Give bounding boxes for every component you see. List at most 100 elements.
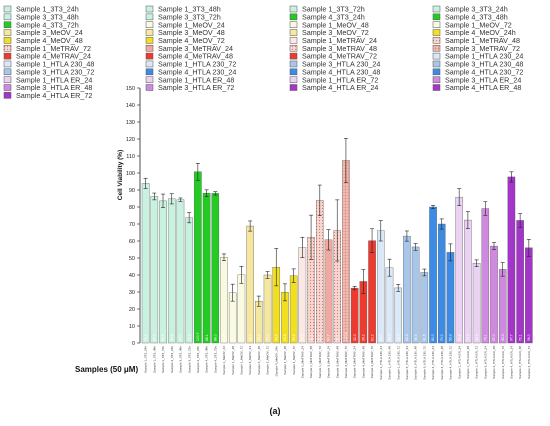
legend-swatch — [432, 29, 441, 36]
legend-label: Sample 3_3T3_72h — [158, 12, 221, 21]
legend: Sample 1_3T3_24h Sample 1_3T3_48h Sample 1… — [3, 5, 523, 100]
bar-group: 39.6 — [289, 268, 298, 344]
bar-group: 66.0 — [376, 220, 385, 344]
legend-swatch — [289, 68, 298, 76]
y-axis-title: Cell Viability (%) — [117, 150, 124, 200]
bar — [211, 193, 220, 344]
legend-label: Sample 4_HTLA 230_72 — [445, 67, 523, 76]
category-label: Sample 3_3T3_24h — [170, 346, 174, 373]
bar — [481, 208, 490, 344]
legend-label: Sample 1_HTLA ER_24 — [16, 75, 92, 84]
bar-group: 88.1 — [202, 189, 211, 344]
legend-swatch — [3, 84, 12, 91]
legend-item: Sample 3_MeOV_72 — [289, 28, 369, 37]
bar-group: 97.7 — [507, 171, 516, 344]
legend-item: Sample 3_MeOV_24 — [3, 28, 83, 37]
bar — [446, 252, 455, 344]
legend-item: Sample 4_HTLA 230_48 — [289, 67, 380, 76]
bar-group: 83.9 — [316, 184, 324, 344]
legend-swatch — [289, 76, 298, 83]
legend-item: Sample 1_MeOV_48 — [289, 20, 369, 29]
legend-item: Sample 1_MeTRAV_24 — [289, 36, 377, 45]
category-label: Sample 3_3T3_72h — [187, 346, 191, 373]
category-labels: Sample 1_3T3_24h Sample 1_3T3_48h Sample 1… — [144, 346, 531, 380]
bar-value-label: 46.9 — [475, 334, 479, 341]
bar — [194, 171, 202, 344]
y-tick-label: 40 — [129, 273, 135, 279]
category-label: Sample 1_3T3_48h — [152, 346, 156, 373]
bar-group: 84.3 — [176, 197, 185, 344]
bar-value-label: 73.7 — [187, 334, 191, 341]
legend-label: Sample 1_MeOV_24 — [158, 20, 225, 29]
legend-item: Sample 3_HTLA ER_72 — [145, 83, 234, 92]
legend-item: Sample 4_HTLA 230_24 — [145, 67, 236, 76]
category-label: Sample 4_MeTRAV_72 — [370, 346, 374, 379]
category-label: Sample 3_HTLA ER_72 — [501, 346, 505, 379]
legend-label: Sample 3_HTLA 230_72 — [16, 67, 94, 76]
category-label: Sample 1_HTLA ER_48 — [466, 346, 470, 379]
bar — [507, 176, 516, 344]
bar-group: 60.2 — [368, 228, 376, 344]
bar-value-label: 56.0 — [527, 334, 531, 341]
legend-label: Sample 1_HTLA ER_48 — [158, 75, 234, 84]
legend-item: Sample 4_MeTRAV_24 — [3, 52, 91, 61]
bar — [167, 198, 176, 344]
bar-group: 57.0 — [490, 242, 498, 344]
legend-label: Sample 4_MeOV_48 — [16, 36, 83, 45]
bar-value-label: 70.0 — [440, 334, 444, 341]
category-label: Sample 4_MeTRAV_24 — [353, 346, 357, 379]
bar — [289, 275, 298, 344]
bar — [411, 246, 420, 344]
legend-label: Sample 1_MeTRAV_48 — [445, 36, 520, 45]
legend-label: Sample 4_MeTRAV_48 — [158, 52, 233, 61]
bar — [263, 274, 272, 344]
legend-item: Sample 3_HTLA ER_24 — [432, 75, 521, 84]
bar-group: 70.0 — [437, 218, 446, 344]
legend-swatch — [289, 45, 298, 52]
bar-value-label: 62.9 — [405, 334, 409, 341]
legend-label: Sample 4_MeTRAV_72 — [302, 52, 377, 61]
legend-swatch — [145, 37, 154, 44]
legend-swatch — [145, 5, 154, 13]
category-label: Sample 4_MeOV_24h — [274, 346, 278, 377]
bar-value-label: 57.0 — [492, 334, 496, 341]
legend-swatch — [3, 29, 12, 36]
bar-group: 41.5 — [420, 268, 429, 344]
legend-swatch — [432, 84, 441, 91]
y-tick-label: 130 — [126, 120, 135, 126]
legend-swatch — [145, 76, 154, 83]
legend-item: Sample 3_MeTRAV_72 — [432, 44, 520, 53]
legend-label: Sample 1_3T3_48h — [158, 5, 221, 14]
bar-group: 46.9 — [472, 259, 481, 344]
legend-label: Sample 4_HTLA ER_72 — [16, 91, 92, 100]
bar-group: 66.2 — [333, 199, 341, 344]
y-tick-label: 10 — [129, 324, 135, 330]
category-label: Sample 4_MeOV_48 — [283, 346, 287, 375]
y-tick-label: 30 — [129, 290, 135, 296]
bar-group: 60.7 — [324, 229, 333, 344]
legend-swatch — [289, 13, 298, 21]
bar-group: 100.7 — [194, 163, 202, 344]
bar-value-label: 88.1 — [205, 334, 209, 341]
bar — [298, 247, 307, 344]
legend-item: Sample 4_MeTRAV_48 — [145, 52, 233, 61]
legend-label: Sample 1_HTLA 230_24 — [445, 52, 523, 61]
bar-group: 44.3 — [385, 258, 394, 344]
category-label: Sample 3_MeOV_72 — [266, 346, 270, 375]
bar — [472, 263, 481, 344]
legend-item: Sample 1_HTLA 230_24 — [432, 52, 523, 61]
y-axis: 0 10 20 30 40 50 60 70 80 90 100 110 120 130 140 150 — [126, 86, 141, 347]
bar-group: 56.0 — [525, 239, 533, 344]
legend-swatch — [3, 37, 12, 44]
legend-label: Sample 4_3T3_72h — [16, 20, 79, 29]
bar-value-label: 86.2 — [153, 334, 157, 341]
bar-value-label: 80.0 — [431, 334, 435, 341]
y-tick-label: 140 — [126, 103, 135, 109]
bar-group: 56.2 — [298, 236, 307, 344]
legend-item: Sample 1_HTLA 230_48 — [3, 60, 94, 69]
legend-swatch — [145, 84, 154, 91]
bar — [490, 245, 498, 344]
category-label: Sample 3_HTLA ER_48 — [492, 346, 496, 379]
legend-label: Sample 3_3T3_24h — [445, 5, 508, 14]
bar-group: 79.1 — [481, 201, 490, 344]
